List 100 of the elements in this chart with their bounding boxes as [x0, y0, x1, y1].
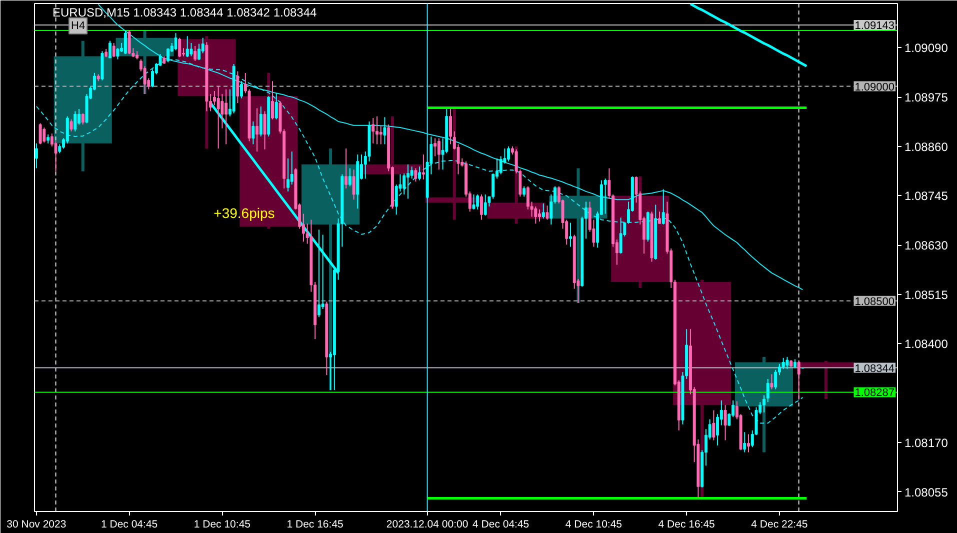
- candlestick: [271, 80, 274, 120]
- x-tick-label: 4 Dec 16:45: [658, 518, 716, 530]
- candlestick: [747, 434, 750, 453]
- candlestick: [34, 142, 38, 169]
- candlestick: [42, 126, 46, 144]
- candlestick: [274, 92, 278, 120]
- candlestick: [658, 211, 661, 224]
- candlestick: [186, 36, 189, 58]
- candlestick: [46, 134, 50, 144]
- candlestick: [290, 151, 294, 186]
- y-tick-label: 1.08745: [904, 189, 948, 204]
- candlestick: [38, 122, 42, 145]
- candlestick: [372, 118, 375, 144]
- x-tick-label: 30 Nov 2023: [6, 518, 66, 530]
- candlestick: [743, 432, 746, 453]
- candlestick: [178, 37, 182, 58]
- candlestick: [507, 146, 510, 162]
- candlestick: [766, 378, 770, 403]
- candlestick: [793, 358, 796, 369]
- candlestick: [476, 194, 480, 210]
- x-tick-label: 4 Dec 22:45: [751, 518, 808, 530]
- y-tick-label: 1.08630: [904, 238, 948, 253]
- candlestick: [569, 222, 572, 248]
- candlestick: [81, 112, 84, 125]
- candlestick: [546, 205, 549, 220]
- candlestick: [383, 116, 386, 145]
- candlestick: [108, 40, 112, 58]
- y-tick-label: 1.08860: [904, 140, 948, 154]
- line-series: [689, 4, 808, 68]
- candlestick: [252, 120, 255, 145]
- x-tick-label: 2023.12.04 00:00: [386, 518, 468, 530]
- candlestick: [526, 186, 530, 210]
- candlestick: [344, 148, 348, 189]
- candlestick: [406, 164, 410, 200]
- candlestick: [124, 30, 127, 55]
- y-tick-label: 1.08400: [904, 337, 948, 352]
- y-tick-label: 1.08975: [904, 90, 948, 105]
- y-tick-label: 1.08515: [904, 288, 948, 302]
- candlestick: [434, 138, 437, 157]
- x-tick-label: 1 Dec 04:45: [101, 518, 158, 530]
- candlestick: [348, 168, 352, 187]
- candlestick: [190, 42, 193, 57]
- x-tick-label: 4 Dec 10:45: [565, 518, 622, 530]
- x-tick-label: 1 Dec 10:45: [194, 518, 251, 530]
- candlestick: [112, 42, 116, 58]
- candlestick: [782, 357, 785, 370]
- candlestick: [286, 158, 290, 192]
- candlestick: [66, 116, 69, 144]
- candlestick: [256, 108, 259, 152]
- candlestick: [70, 118, 73, 132]
- candlestick: [762, 394, 766, 413]
- candlestick: [797, 360, 800, 400]
- candlestick: [236, 70, 240, 104]
- candlestick: [174, 32, 178, 51]
- ref-line-label: 1.08344: [854, 362, 895, 375]
- candlestick: [716, 414, 720, 446]
- candlestick: [604, 178, 607, 214]
- candlestick: [212, 90, 216, 106]
- candlestick: [538, 208, 542, 222]
- candlestick: [240, 80, 244, 99]
- candlestick: [263, 110, 266, 150]
- candlestick: [402, 172, 406, 195]
- candlestick: [480, 194, 483, 220]
- candlestick: [224, 88, 228, 145]
- x-tick-label: 1 Dec 16:45: [286, 518, 344, 530]
- candlestick: [259, 106, 262, 138]
- candlestick: [662, 188, 665, 225]
- candlestick: [418, 166, 422, 181]
- candlestick: [74, 110, 77, 132]
- ref-line-label: 1.09143: [854, 20, 895, 32]
- candlestick: [379, 126, 382, 145]
- candlestick: [166, 48, 170, 63]
- candlestick: [619, 217, 622, 254]
- candlestick: [194, 45, 197, 62]
- annotation: H4: [71, 20, 86, 32]
- candlestick: [376, 116, 378, 145]
- candlestick: [410, 166, 414, 180]
- ref-line-label: 1.09000: [854, 81, 895, 94]
- candlestick: [422, 154, 425, 180]
- candlestick: [712, 410, 716, 441]
- candlestick: [534, 206, 538, 224]
- y-tick-label: 1.08055: [904, 485, 948, 500]
- candlestick: [724, 404, 727, 441]
- ref-line-label: 1.08287: [854, 387, 895, 400]
- candlestick: [484, 194, 487, 216]
- annotation: +39.6pips: [214, 204, 275, 221]
- candlestick: [437, 138, 440, 170]
- ref-line-label: 1.08500: [854, 296, 895, 308]
- candlestick: [352, 169, 356, 200]
- candlestick: [492, 172, 495, 200]
- candlestick: [774, 369, 778, 390]
- candlestick: [542, 202, 545, 219]
- x-tick-label: 4 Dec 04:45: [472, 518, 530, 530]
- candlestick: [522, 186, 526, 198]
- y-tick-label: 1.08170: [904, 436, 948, 450]
- candlestick: [449, 108, 452, 145]
- candlestick: [472, 194, 476, 210]
- candlestick: [770, 374, 774, 390]
- candlestick: [216, 86, 220, 150]
- y-tick-label: 1.09090: [904, 41, 948, 56]
